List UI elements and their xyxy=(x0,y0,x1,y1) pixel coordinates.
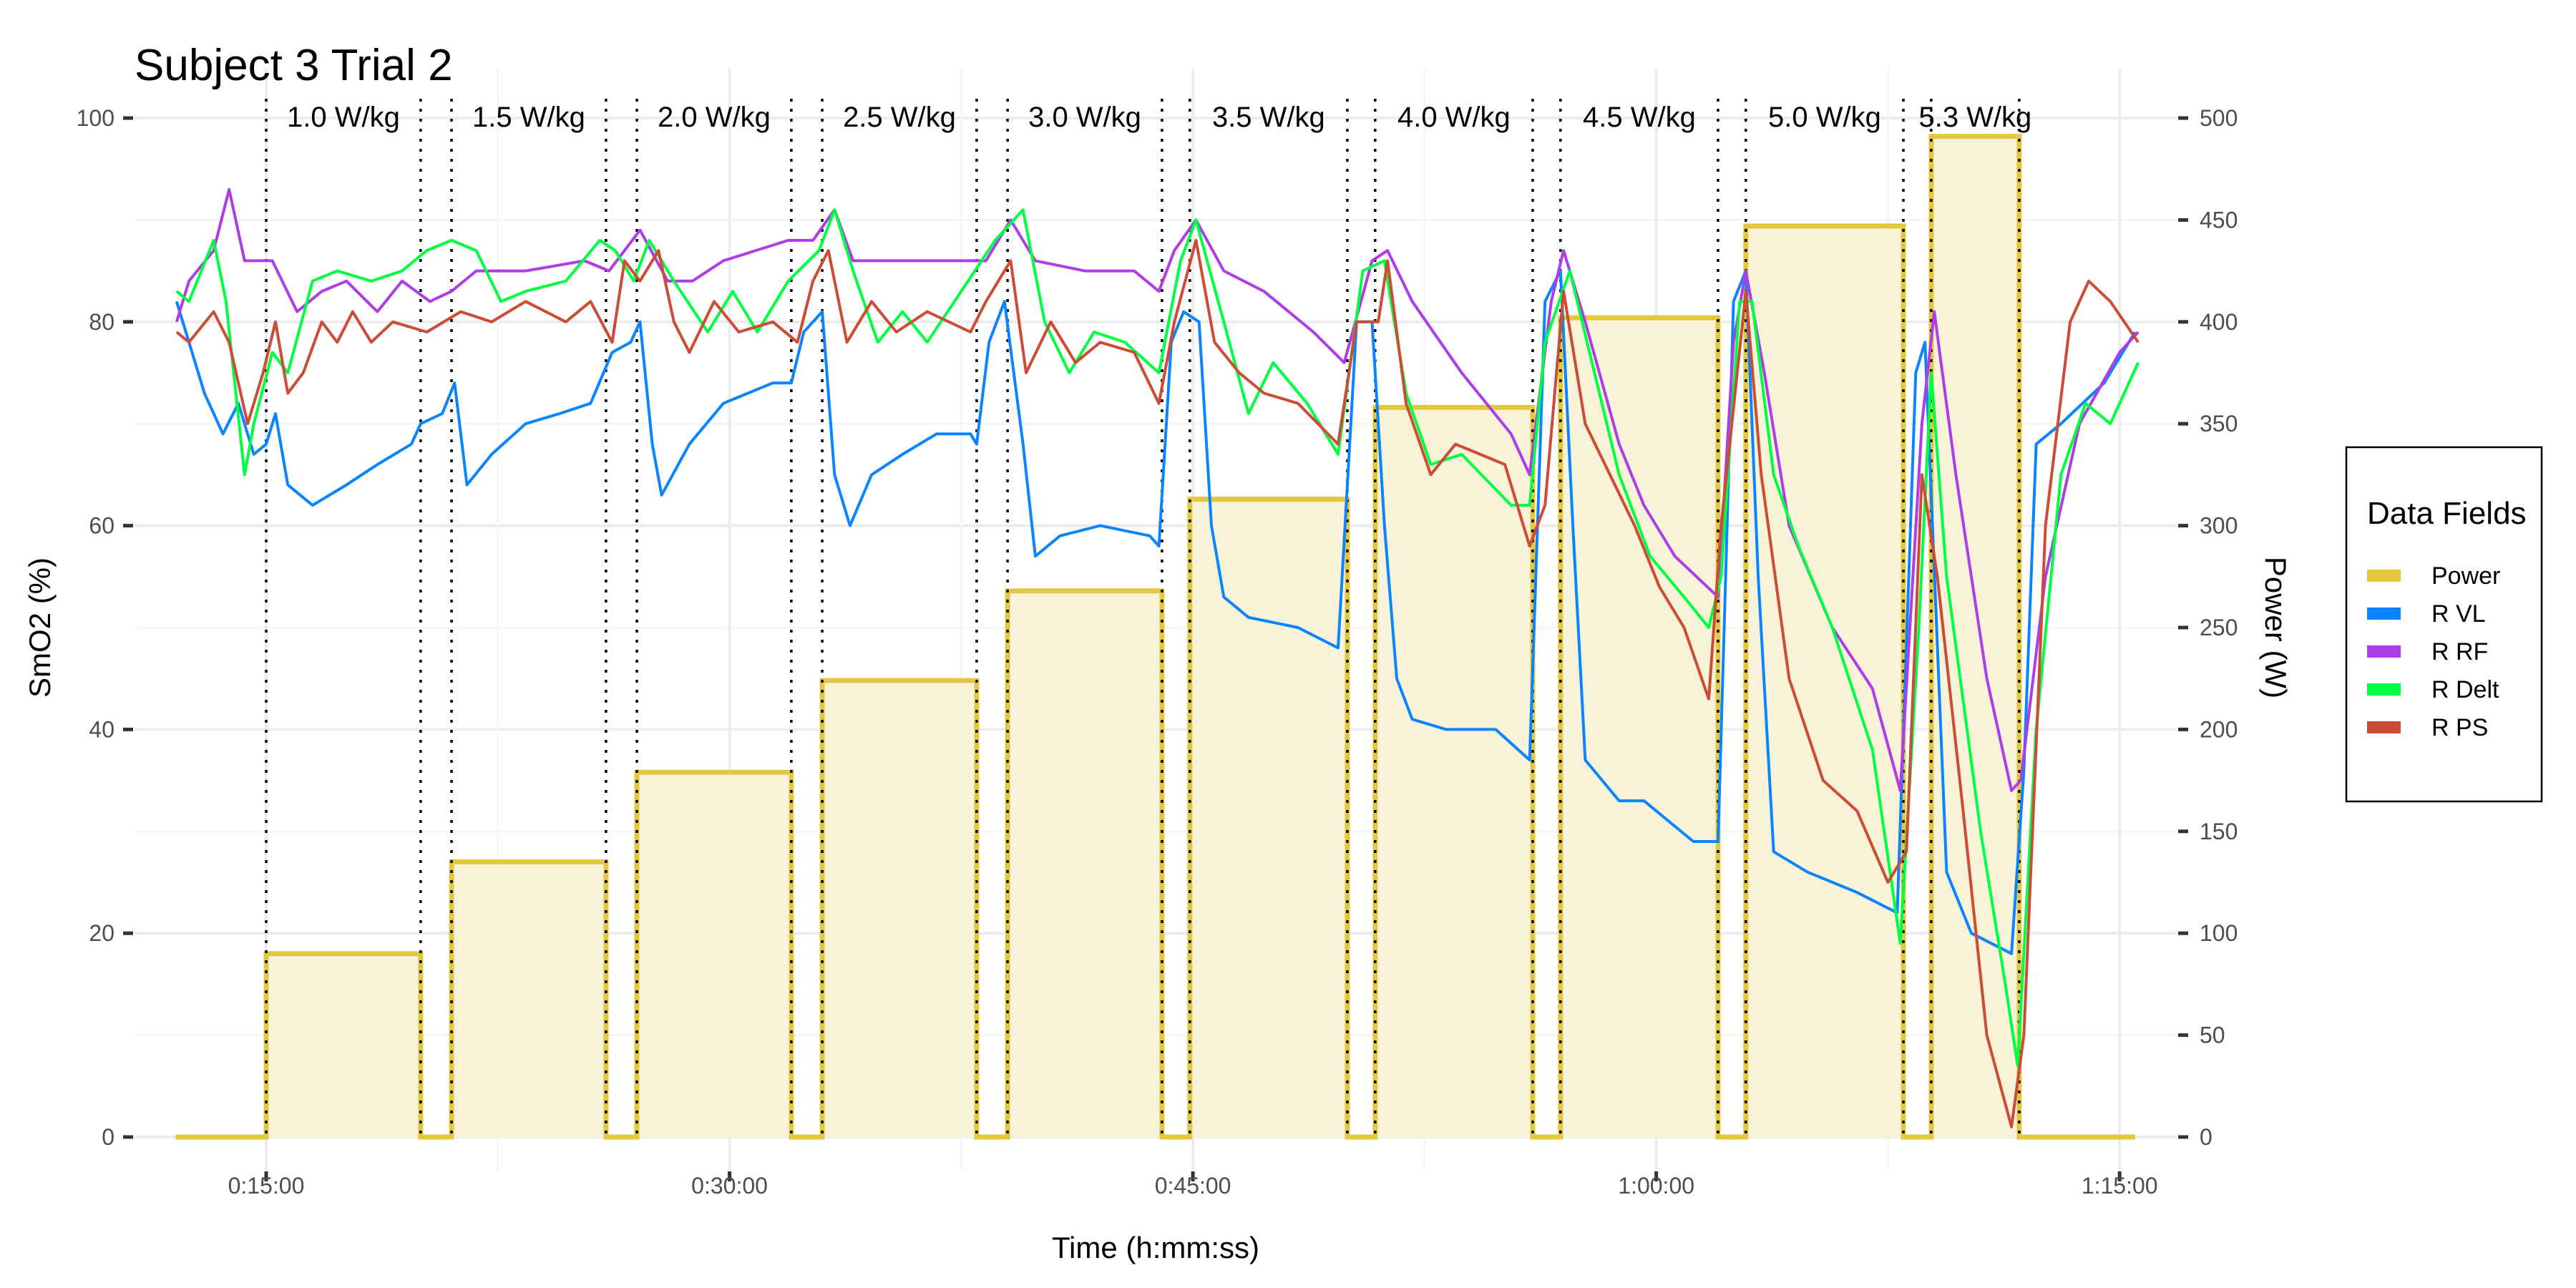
legend-key-r-rf xyxy=(2367,645,2401,658)
power-bar-2 xyxy=(452,862,606,1137)
power-bar-1 xyxy=(266,953,421,1137)
y2-tick-label: 300 xyxy=(2200,513,2238,539)
y2-tick-label: 150 xyxy=(2200,819,2238,844)
y-tick-label: 40 xyxy=(89,716,114,742)
stage-label: 1.0 W/kg xyxy=(287,102,400,133)
stage-label: 4.5 W/kg xyxy=(1583,102,1696,133)
x-tick-label: 1:00:00 xyxy=(1618,1173,1694,1199)
y2-tick-label: 450 xyxy=(2200,207,2238,233)
power-line xyxy=(175,134,2135,1140)
series-line-r-vl xyxy=(175,269,2137,955)
smo2-series xyxy=(175,187,2140,1128)
legend: Data Fields Power R VL R RF R Delt R PS xyxy=(2345,446,2543,803)
axes: 0 20 40 60 80 100 0 50 100 150 200 250 300 350 400 450 5… xyxy=(77,105,2238,1199)
legend-key-power xyxy=(2367,570,2401,582)
stage-label: 3.0 W/kg xyxy=(1028,102,1141,133)
y-axis-title: SmO2 (%) xyxy=(23,557,57,698)
x-tick-label: 0:45:00 xyxy=(1155,1173,1231,1199)
y2-tick-label: 100 xyxy=(2200,920,2238,946)
x-tick-label: 0:30:00 xyxy=(691,1173,768,1199)
x-axis-title: Time (h:mm:ss) xyxy=(1052,1231,1259,1264)
y-tick-label: 20 xyxy=(89,920,114,946)
power-bar-6 xyxy=(1189,499,1347,1137)
stage-label: 2.5 W/kg xyxy=(843,102,956,133)
legend-key-r-vl xyxy=(2367,608,2401,620)
y2-tick-label: 350 xyxy=(2200,411,2238,436)
power-bar-4 xyxy=(822,680,977,1137)
stage-label: 5.0 W/kg xyxy=(1768,102,1881,133)
stage-label: 1.5 W/kg xyxy=(472,102,585,133)
y2-tick-label: 250 xyxy=(2200,615,2238,640)
chart-title: Subject 3 Trial 2 xyxy=(135,41,453,90)
stage-label: 2.0 W/kg xyxy=(658,102,771,133)
legend-key-r-delt xyxy=(2367,683,2401,696)
y2-axis-title: Power (W) xyxy=(2259,557,2293,698)
x-tick-label: 0:15:00 xyxy=(228,1173,305,1199)
legend-label: R RF xyxy=(2431,638,2488,665)
series-line-r-delt xyxy=(175,208,2140,1068)
power-bar-8 xyxy=(1560,318,1718,1137)
legend-label: Power xyxy=(2431,562,2500,590)
stage-label: 3.5 W/kg xyxy=(1212,102,1325,133)
y2-tick-label: 400 xyxy=(2200,309,2238,335)
stage-labels: 1.0 W/kg 1.5 W/kg 2.0 W/kg 2.5 W/kg 3.0 W/kg… xyxy=(287,102,2031,133)
power-bar-5 xyxy=(1008,590,1162,1137)
power-bar-7 xyxy=(1375,407,1533,1137)
legend-box xyxy=(2345,446,2543,803)
x-tick-label: 1:15:00 xyxy=(2082,1173,2158,1199)
power-bar-3 xyxy=(637,772,791,1137)
legend-label: R Delt xyxy=(2431,676,2499,703)
y2-tick-label: 200 xyxy=(2200,716,2238,742)
power-area xyxy=(175,134,2135,1140)
y-tick-label: 60 xyxy=(89,513,114,539)
legend-title: Data Fields xyxy=(2367,496,2527,531)
y-tick-label: 80 xyxy=(89,309,114,335)
y2-tick-label: 0 xyxy=(2200,1124,2212,1150)
y2-tick-label: 50 xyxy=(2200,1023,2225,1048)
stage-label: 5.3 W/kg xyxy=(1918,102,2031,133)
y-tick-label: 100 xyxy=(77,105,114,131)
y-tick-label: 0 xyxy=(102,1124,114,1150)
legend-label: R VL xyxy=(2431,600,2486,628)
stage-label: 4.0 W/kg xyxy=(1397,102,1511,133)
power-bar-9 xyxy=(1745,225,1904,1138)
power-bar-10 xyxy=(1931,136,2019,1138)
legend-label: R PS xyxy=(2431,714,2488,741)
legend-key-r-ps xyxy=(2367,721,2401,733)
series-line-r-ps xyxy=(175,238,2140,1128)
y2-tick-label: 500 xyxy=(2200,105,2238,131)
